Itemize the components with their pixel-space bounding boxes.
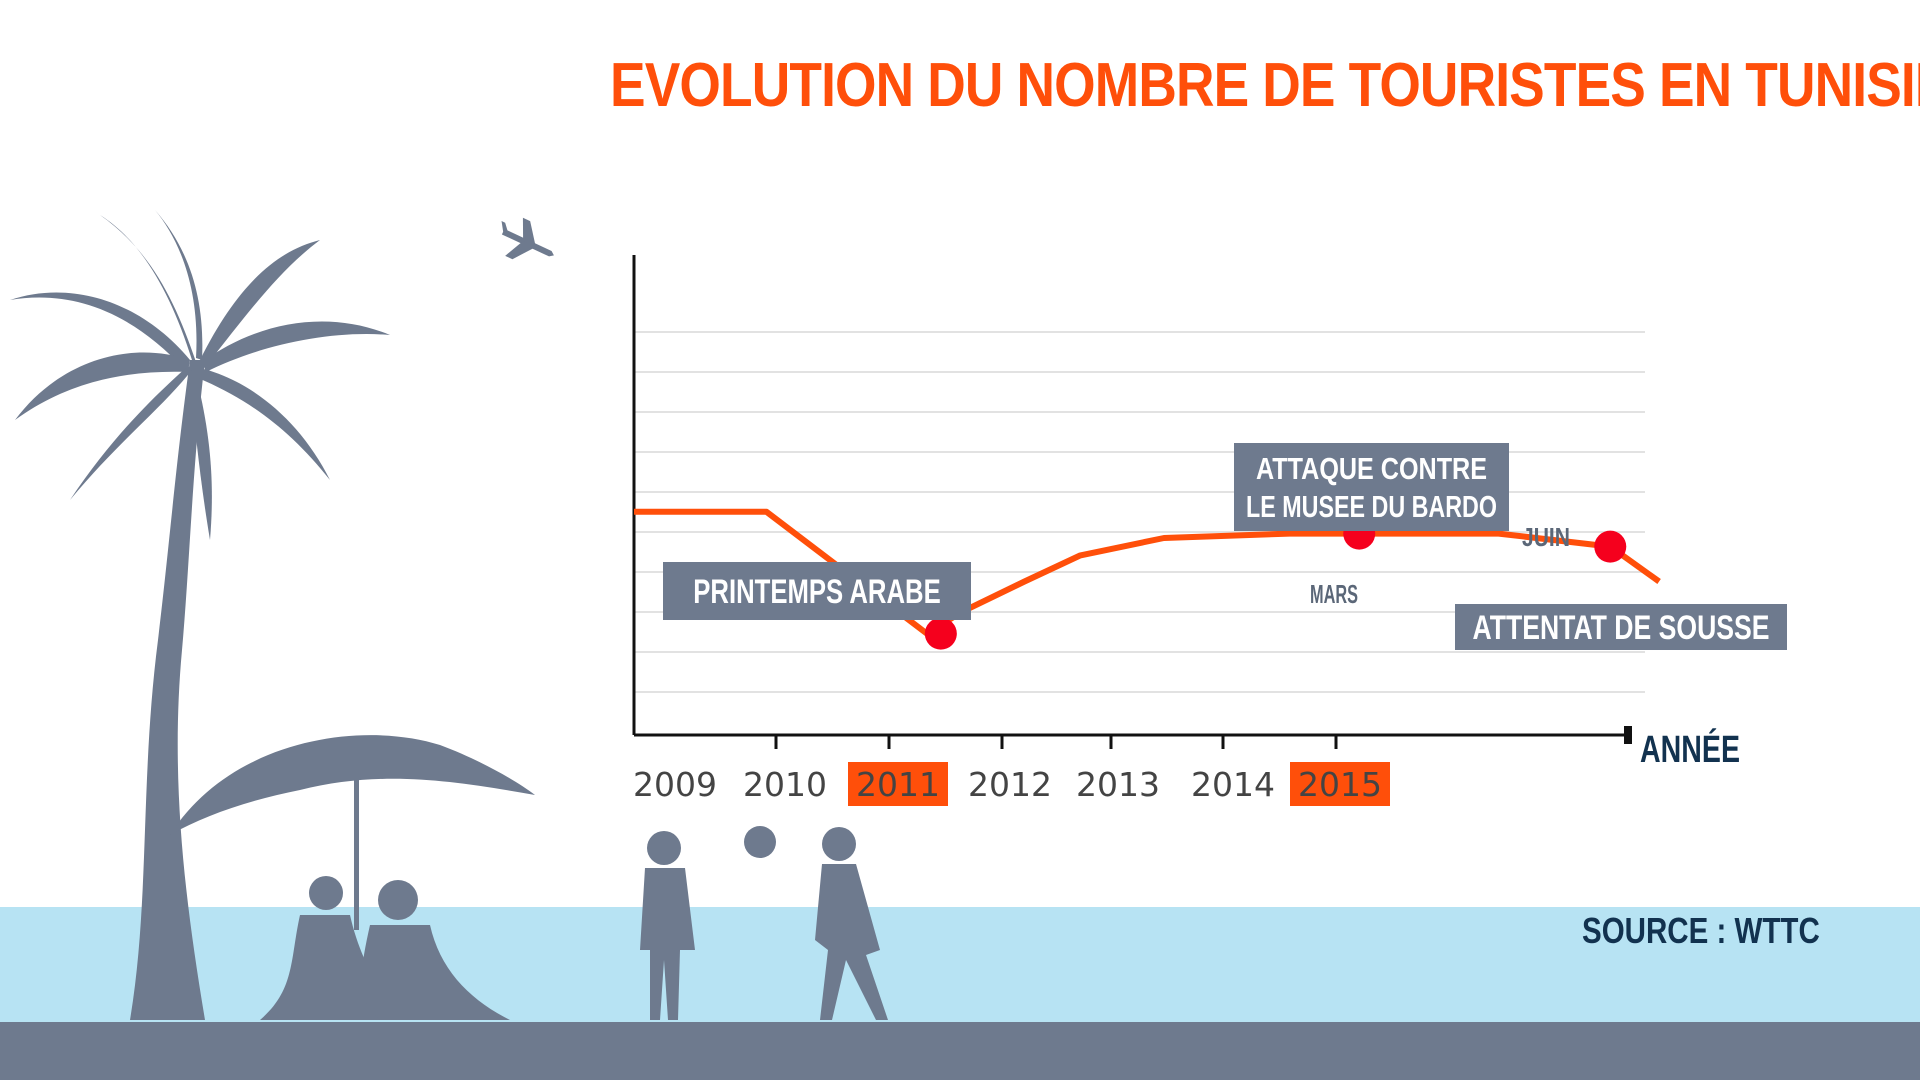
- ground-band: [0, 1022, 1920, 1080]
- parasol-icon: [170, 735, 535, 930]
- source-text: SOURCE : WTTC: [1582, 910, 1820, 951]
- x-tick-highlight: [848, 762, 948, 806]
- event-label: LE MUSEE DU BARDO: [1246, 489, 1497, 524]
- event-label-box: [663, 562, 971, 620]
- event-label: ATTENTAT DE SOUSSE: [1473, 609, 1770, 647]
- x-tick-label: 2015: [1298, 765, 1382, 804]
- x-tick-label: 2012: [968, 765, 1052, 804]
- x-tick-label: 2011: [856, 765, 940, 804]
- people-silhouette-icon: [260, 827, 888, 1020]
- x-tick-label: 2014: [1191, 765, 1275, 804]
- ball-icon: [744, 826, 776, 858]
- event-sublabel: JUIN: [1522, 522, 1570, 552]
- palm-tree-icon: [10, 210, 390, 1020]
- event-label: PRINTEMPS ARABE: [693, 573, 941, 611]
- event-marker: [1594, 530, 1627, 563]
- x-tick-label: 2010: [743, 765, 827, 804]
- x-tick-label: 2009: [633, 765, 717, 804]
- event-marker: [924, 617, 957, 650]
- x-axis-label: ANNÉE: [1640, 727, 1740, 771]
- airplane-icon: [501, 217, 554, 260]
- event-label-box: [1455, 604, 1787, 650]
- event-sublabel: MARS: [1310, 579, 1358, 609]
- event-label-box: [1234, 443, 1509, 531]
- event-label: ATTAQUE CONTRE: [1256, 451, 1487, 486]
- x-tick-label: 2013: [1076, 765, 1160, 804]
- x-tick-highlight: [1290, 762, 1390, 806]
- x-axis-end-marker: [1624, 726, 1632, 744]
